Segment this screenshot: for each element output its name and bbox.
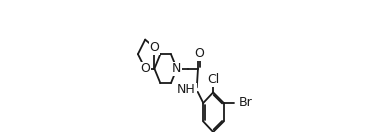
Text: Cl: Cl [207, 73, 219, 86]
Text: Br: Br [239, 96, 253, 109]
Text: NH: NH [177, 83, 196, 96]
Text: O: O [149, 41, 160, 54]
Text: O: O [140, 62, 150, 75]
Text: O: O [194, 47, 205, 60]
Text: N: N [172, 62, 181, 75]
